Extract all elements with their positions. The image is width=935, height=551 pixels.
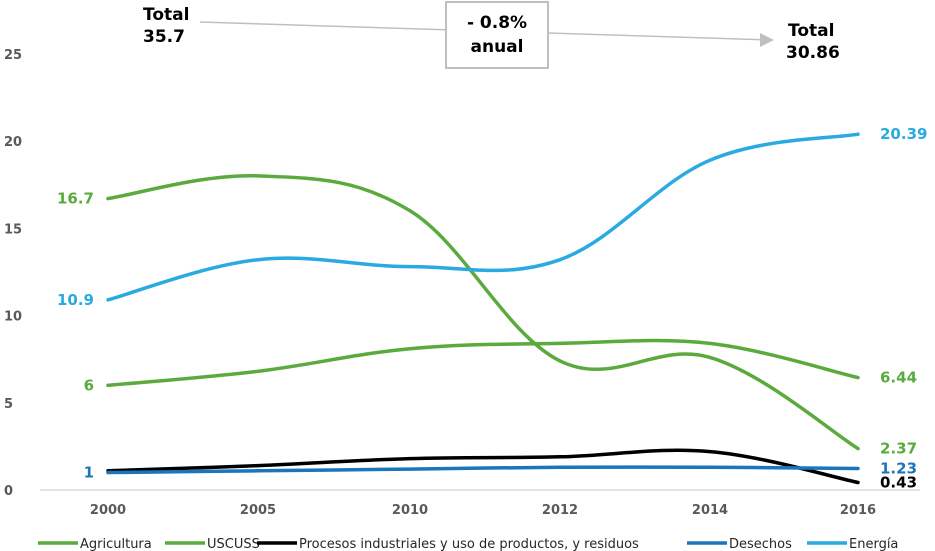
x-tick-label: 2000 (90, 503, 126, 518)
rate-box (445, 1, 549, 69)
legend-label: USCUSS (207, 537, 260, 551)
data-point (558, 465, 562, 469)
legend-label: Procesos industriales y uso de productos… (299, 537, 639, 551)
legend-label: Desechos (729, 537, 792, 551)
series-layer (106, 132, 860, 485)
data-label: 6.44 (880, 369, 917, 387)
data-point (106, 383, 110, 387)
total-start-value: 35.7 (143, 27, 185, 47)
data-point (856, 447, 860, 451)
total-annotation: - 0.8% anual Total 35.7 Total 30.86 (143, 1, 840, 69)
total-end-value: 30.86 (786, 43, 840, 63)
total-end-label: Total (788, 21, 834, 41)
x-tick-label: 2012 (542, 503, 578, 518)
data-point (408, 347, 412, 351)
rate-value: - 0.8% (467, 13, 527, 33)
x-tick-label: 2014 (692, 503, 728, 518)
data-point (408, 209, 412, 213)
data-point (256, 464, 260, 468)
data-point (708, 158, 712, 162)
data-label: 20.39 (880, 125, 927, 143)
data-point (256, 258, 260, 262)
data-point (256, 369, 260, 373)
y-tick-label: 20 (4, 135, 22, 150)
data-point (856, 376, 860, 380)
axis-layer: 0 5 10 15 20 25 2000 2005 2010 2012 2014 2016 (4, 48, 920, 518)
data-point (408, 457, 412, 461)
data-point (256, 469, 260, 473)
data-point (708, 465, 712, 469)
data-point (708, 341, 712, 345)
legend-label: Agricultura (80, 537, 152, 551)
data-point (408, 265, 412, 269)
data-point (558, 258, 562, 262)
data-point (856, 467, 860, 470)
data-label: 2.37 (880, 440, 917, 458)
data-point (558, 455, 562, 459)
data-point (408, 467, 412, 471)
y-tick-label: 0 (4, 484, 13, 499)
legend-label: Energía (849, 537, 898, 551)
series-line-1 (106, 338, 860, 388)
data-label: 10.9 (57, 291, 94, 309)
rate-unit: anual (471, 37, 524, 57)
data-point (106, 471, 110, 475)
data-label: 0.43 (880, 474, 917, 492)
data-point (708, 355, 712, 359)
data-label: 16.7 (57, 190, 94, 208)
data-label: 6 (84, 376, 94, 394)
y-tick-label: 15 (4, 222, 22, 237)
series-line-0 (106, 174, 860, 451)
legend: Agricultura USCUSS Procesos industriales y… (38, 537, 898, 551)
data-point (558, 341, 562, 345)
series-line-3 (106, 465, 860, 475)
x-tick-label: 2016 (840, 503, 876, 518)
data-point (856, 132, 860, 136)
data-point (708, 450, 712, 454)
data-label-layer: 16.7 2.37 6 6.44 0.43 1 1.23 10.9 20.39 (57, 125, 927, 491)
data-point (106, 298, 110, 302)
data-point (256, 174, 260, 178)
data-point (856, 481, 860, 484)
y-tick-label: 10 (4, 310, 22, 325)
series-line-4 (106, 132, 860, 302)
y-tick-label: 25 (4, 48, 22, 63)
data-point (106, 197, 110, 201)
data-label: 1 (84, 464, 94, 482)
y-tick-label: 5 (4, 397, 13, 412)
data-point (558, 359, 562, 363)
data-label: 1.23 (880, 460, 917, 478)
x-tick-label: 2005 (240, 503, 276, 518)
trend-arrow-head (760, 33, 774, 47)
x-tick-label: 2010 (392, 503, 428, 518)
series-line-2 (106, 448, 860, 485)
total-start-label: Total (143, 5, 189, 25)
